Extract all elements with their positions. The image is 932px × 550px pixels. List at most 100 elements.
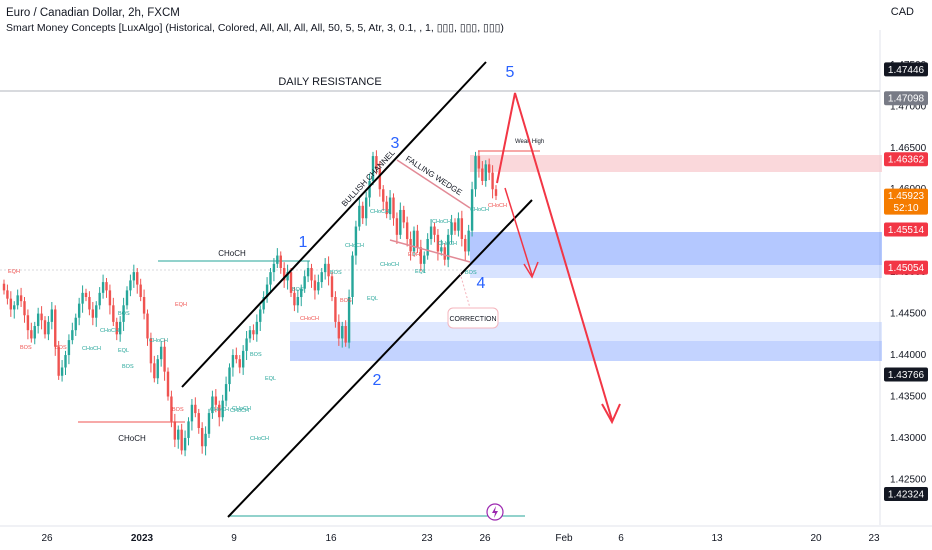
candle-body <box>429 226 433 239</box>
time-tick-label: 26 <box>479 533 491 544</box>
candle-body <box>136 272 139 285</box>
smc-structure-label: EQH <box>8 269 20 275</box>
candle-body <box>440 247 443 252</box>
price-tick-label: 1.43000 <box>890 433 927 444</box>
candle-body <box>487 164 491 173</box>
correction-pointer <box>459 272 471 309</box>
price-tag-label: 1.43766 <box>888 370 925 381</box>
candle-body <box>402 209 405 223</box>
price-tick-label: 1.42500 <box>890 474 927 485</box>
smc-structure-label: BOS <box>292 287 304 293</box>
candle-body <box>142 297 146 314</box>
price-tag <box>884 486 928 501</box>
candle-body <box>77 303 81 318</box>
smc-structure-label: CHoCH <box>380 262 399 268</box>
projection-arrow-main <box>496 92 613 421</box>
candle-body <box>426 238 429 256</box>
price-tag <box>884 188 928 215</box>
candle-body <box>269 272 272 285</box>
candle-body <box>334 297 337 322</box>
candle-body <box>388 197 392 215</box>
price-tag-label: 1.47446 <box>888 65 925 76</box>
candle-body <box>146 313 149 339</box>
candle-body <box>163 346 166 372</box>
candle-body <box>385 201 388 215</box>
candle-body <box>330 276 334 298</box>
price-tick-label: 1.43500 <box>890 391 927 402</box>
candle-body <box>47 321 50 335</box>
candle-body <box>122 305 125 322</box>
candle-body <box>218 404 221 418</box>
time-axis[interactable]: 26 2023 9 16 23 26 Feb 6 13 20 23 <box>41 533 880 544</box>
smc-structure-label: BOS <box>20 345 32 351</box>
indicator-legend[interactable]: Smart Money Concepts [LuxAlgo] (Historic… <box>6 22 504 34</box>
candle-body <box>412 230 416 252</box>
price-tag <box>884 152 928 167</box>
symbol-title[interactable]: Euro / Canadian Dollar, 2h, FXCM <box>6 7 180 19</box>
candle-body <box>129 280 132 291</box>
candle-body <box>423 255 426 264</box>
smc-structure-label: EQL <box>367 296 378 302</box>
candle-body <box>248 330 252 339</box>
candle-body <box>279 255 282 268</box>
smc-structure-label: CHoCH <box>370 209 389 215</box>
candle-body <box>443 247 446 260</box>
price-tag-label: 1.46362 <box>888 155 925 166</box>
candle-body <box>13 305 16 310</box>
candle-body <box>484 164 487 181</box>
candle-body <box>467 230 470 252</box>
candle-body <box>474 156 477 190</box>
smc-structure-label: EQL <box>118 348 129 354</box>
smc-structure-label: CHoCH <box>300 316 319 322</box>
bullish-channel-label: BULLISH CHANNEL <box>340 148 397 209</box>
candle-body <box>108 290 112 306</box>
candle-body <box>282 267 286 281</box>
price-tick-label: 1.44500 <box>890 309 927 320</box>
candle-body <box>433 226 436 235</box>
wave-label-5: 5 <box>506 64 515 81</box>
candle-body <box>300 288 303 298</box>
daily-resistance-label: DAILY RESISTANCE <box>278 76 381 88</box>
candle-body <box>9 298 13 310</box>
candle-body <box>375 156 378 169</box>
candle-body <box>235 355 238 360</box>
candle-body <box>2 283 6 291</box>
channel-lower-line <box>227 199 533 518</box>
candle-body <box>173 421 177 440</box>
smc-structure-label: CHoCH <box>438 241 457 247</box>
candle-body <box>245 338 248 351</box>
smc-structure-label: BOS <box>250 352 262 358</box>
candle-body <box>170 396 173 422</box>
candle-body <box>371 156 375 181</box>
candle-body <box>149 338 153 364</box>
candle-body <box>139 284 142 298</box>
candles <box>2 150 498 457</box>
candle-body <box>399 209 402 235</box>
candle-body <box>306 267 310 277</box>
candle-body <box>364 197 368 219</box>
candle-body <box>276 255 279 264</box>
price-tick-label: 1.44000 <box>890 350 927 361</box>
candle-body <box>320 272 323 283</box>
candle-body <box>344 326 347 343</box>
time-tick-label: 9 <box>231 533 237 544</box>
wave-label-2: 2 <box>373 372 382 389</box>
smc-structure-label: CHoCH <box>100 328 119 334</box>
candle-body <box>26 315 30 331</box>
candle-body <box>84 292 88 298</box>
candle-body <box>494 189 498 196</box>
candle-body <box>464 238 467 252</box>
smc-structure-label: EQL <box>265 376 276 382</box>
smc-structure-label: CHoCH <box>345 243 364 249</box>
candle-body <box>228 367 231 385</box>
projection-arrow-main-head <box>601 403 621 425</box>
price-tick-label: 1.46500 <box>890 143 927 154</box>
smc-structure-label: CHoCH <box>488 203 507 209</box>
candle-body <box>221 400 224 418</box>
correction-label: CORRECTION <box>449 316 496 323</box>
time-tick-label: 23 <box>421 533 433 544</box>
candle-body <box>351 255 354 298</box>
price-tick-label: 1.47000 <box>890 101 927 112</box>
smc-structure-label: BOS <box>465 270 477 276</box>
